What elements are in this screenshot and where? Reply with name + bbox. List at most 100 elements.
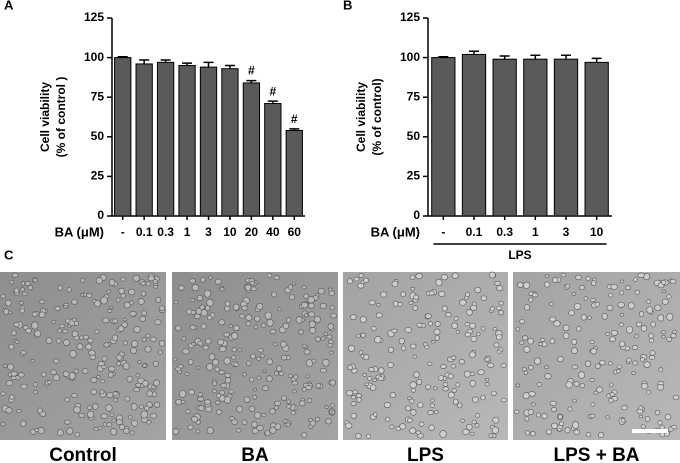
- cell: [544, 274, 550, 279]
- cell: [492, 327, 498, 332]
- cell: [626, 357, 632, 363]
- cell: [470, 335, 478, 343]
- cell: [424, 313, 432, 319]
- cell: [375, 312, 383, 319]
- cell: [228, 389, 235, 394]
- cell: [31, 321, 39, 330]
- cell: [590, 297, 596, 303]
- cell: [95, 277, 103, 284]
- cell: [617, 302, 625, 308]
- cell: [315, 336, 321, 342]
- cell: [358, 350, 364, 355]
- cell: [515, 383, 520, 388]
- cell: [649, 350, 656, 356]
- cell: [498, 309, 504, 316]
- cell: [590, 402, 596, 407]
- cell: [32, 382, 38, 387]
- y-tick-label: 50: [407, 129, 421, 143]
- cell: [659, 424, 665, 430]
- cell: [487, 362, 495, 368]
- cell: [150, 384, 156, 390]
- cell: [288, 284, 293, 290]
- cell: [410, 387, 417, 393]
- image-label: Control: [49, 445, 117, 463]
- cell: [178, 389, 187, 398]
- cell: [323, 332, 328, 336]
- bar: [242, 82, 261, 217]
- cell: [416, 322, 423, 328]
- cell: [153, 379, 160, 387]
- cell: [131, 419, 139, 427]
- cell: [13, 321, 20, 328]
- cell: [12, 272, 19, 278]
- cell: [108, 371, 114, 378]
- cell: [573, 429, 581, 435]
- cell: [583, 296, 588, 301]
- cell: [120, 276, 126, 282]
- cell: [430, 398, 435, 403]
- cell: [140, 410, 148, 419]
- cell: [90, 377, 98, 383]
- cell: [605, 415, 610, 420]
- cells: [0, 272, 166, 438]
- cell: [356, 333, 361, 339]
- cell: [471, 301, 477, 307]
- cell: [672, 329, 677, 334]
- error-bar: [267, 100, 278, 104]
- cell: [544, 365, 549, 370]
- cell: [557, 427, 562, 432]
- cell: [455, 329, 461, 335]
- cell: [122, 362, 130, 370]
- cell: [671, 424, 678, 430]
- x-tick-label: 0.3: [157, 225, 174, 239]
- x-tick-label: -: [121, 225, 125, 239]
- cell: [100, 378, 105, 384]
- cell: [214, 366, 221, 373]
- cell: [439, 430, 447, 438]
- cell: [237, 347, 242, 353]
- cell: [576, 325, 582, 332]
- cell: [178, 285, 185, 291]
- cell: [251, 421, 258, 428]
- cell: [404, 326, 412, 333]
- cell: [442, 386, 449, 392]
- cell: [549, 338, 556, 345]
- cell: [324, 405, 329, 409]
- cell: [212, 381, 218, 386]
- cell: [285, 422, 291, 427]
- panel-label: B: [343, 0, 352, 12]
- cell: [545, 429, 553, 435]
- cell: [76, 343, 84, 350]
- cell: [308, 302, 315, 309]
- cell: [376, 303, 381, 307]
- cell: [428, 290, 435, 296]
- cell: [106, 422, 113, 428]
- y-tick-label: 75: [407, 89, 421, 103]
- cell: [634, 334, 639, 339]
- cell: [469, 431, 475, 436]
- cell: [389, 424, 395, 429]
- cell: [666, 294, 672, 299]
- cell: [670, 333, 677, 339]
- x-tick-label: 10: [590, 225, 604, 239]
- cell: [228, 324, 233, 329]
- cell: [666, 313, 674, 321]
- cell: [450, 364, 457, 369]
- cell: [305, 374, 310, 379]
- cell: [64, 397, 70, 402]
- cell: [463, 370, 471, 378]
- cell: [490, 390, 497, 397]
- cell: [224, 300, 231, 307]
- cell: [152, 360, 159, 367]
- cell: [96, 375, 101, 379]
- cell: [153, 401, 161, 408]
- image-label: LPS: [407, 445, 444, 463]
- cell: [141, 337, 147, 342]
- cell: [544, 373, 552, 380]
- cell: [304, 313, 309, 318]
- cell: [289, 294, 296, 301]
- cell: [572, 398, 577, 403]
- cell: [369, 384, 377, 391]
- cell: [525, 430, 531, 436]
- error-bar: [224, 64, 235, 69]
